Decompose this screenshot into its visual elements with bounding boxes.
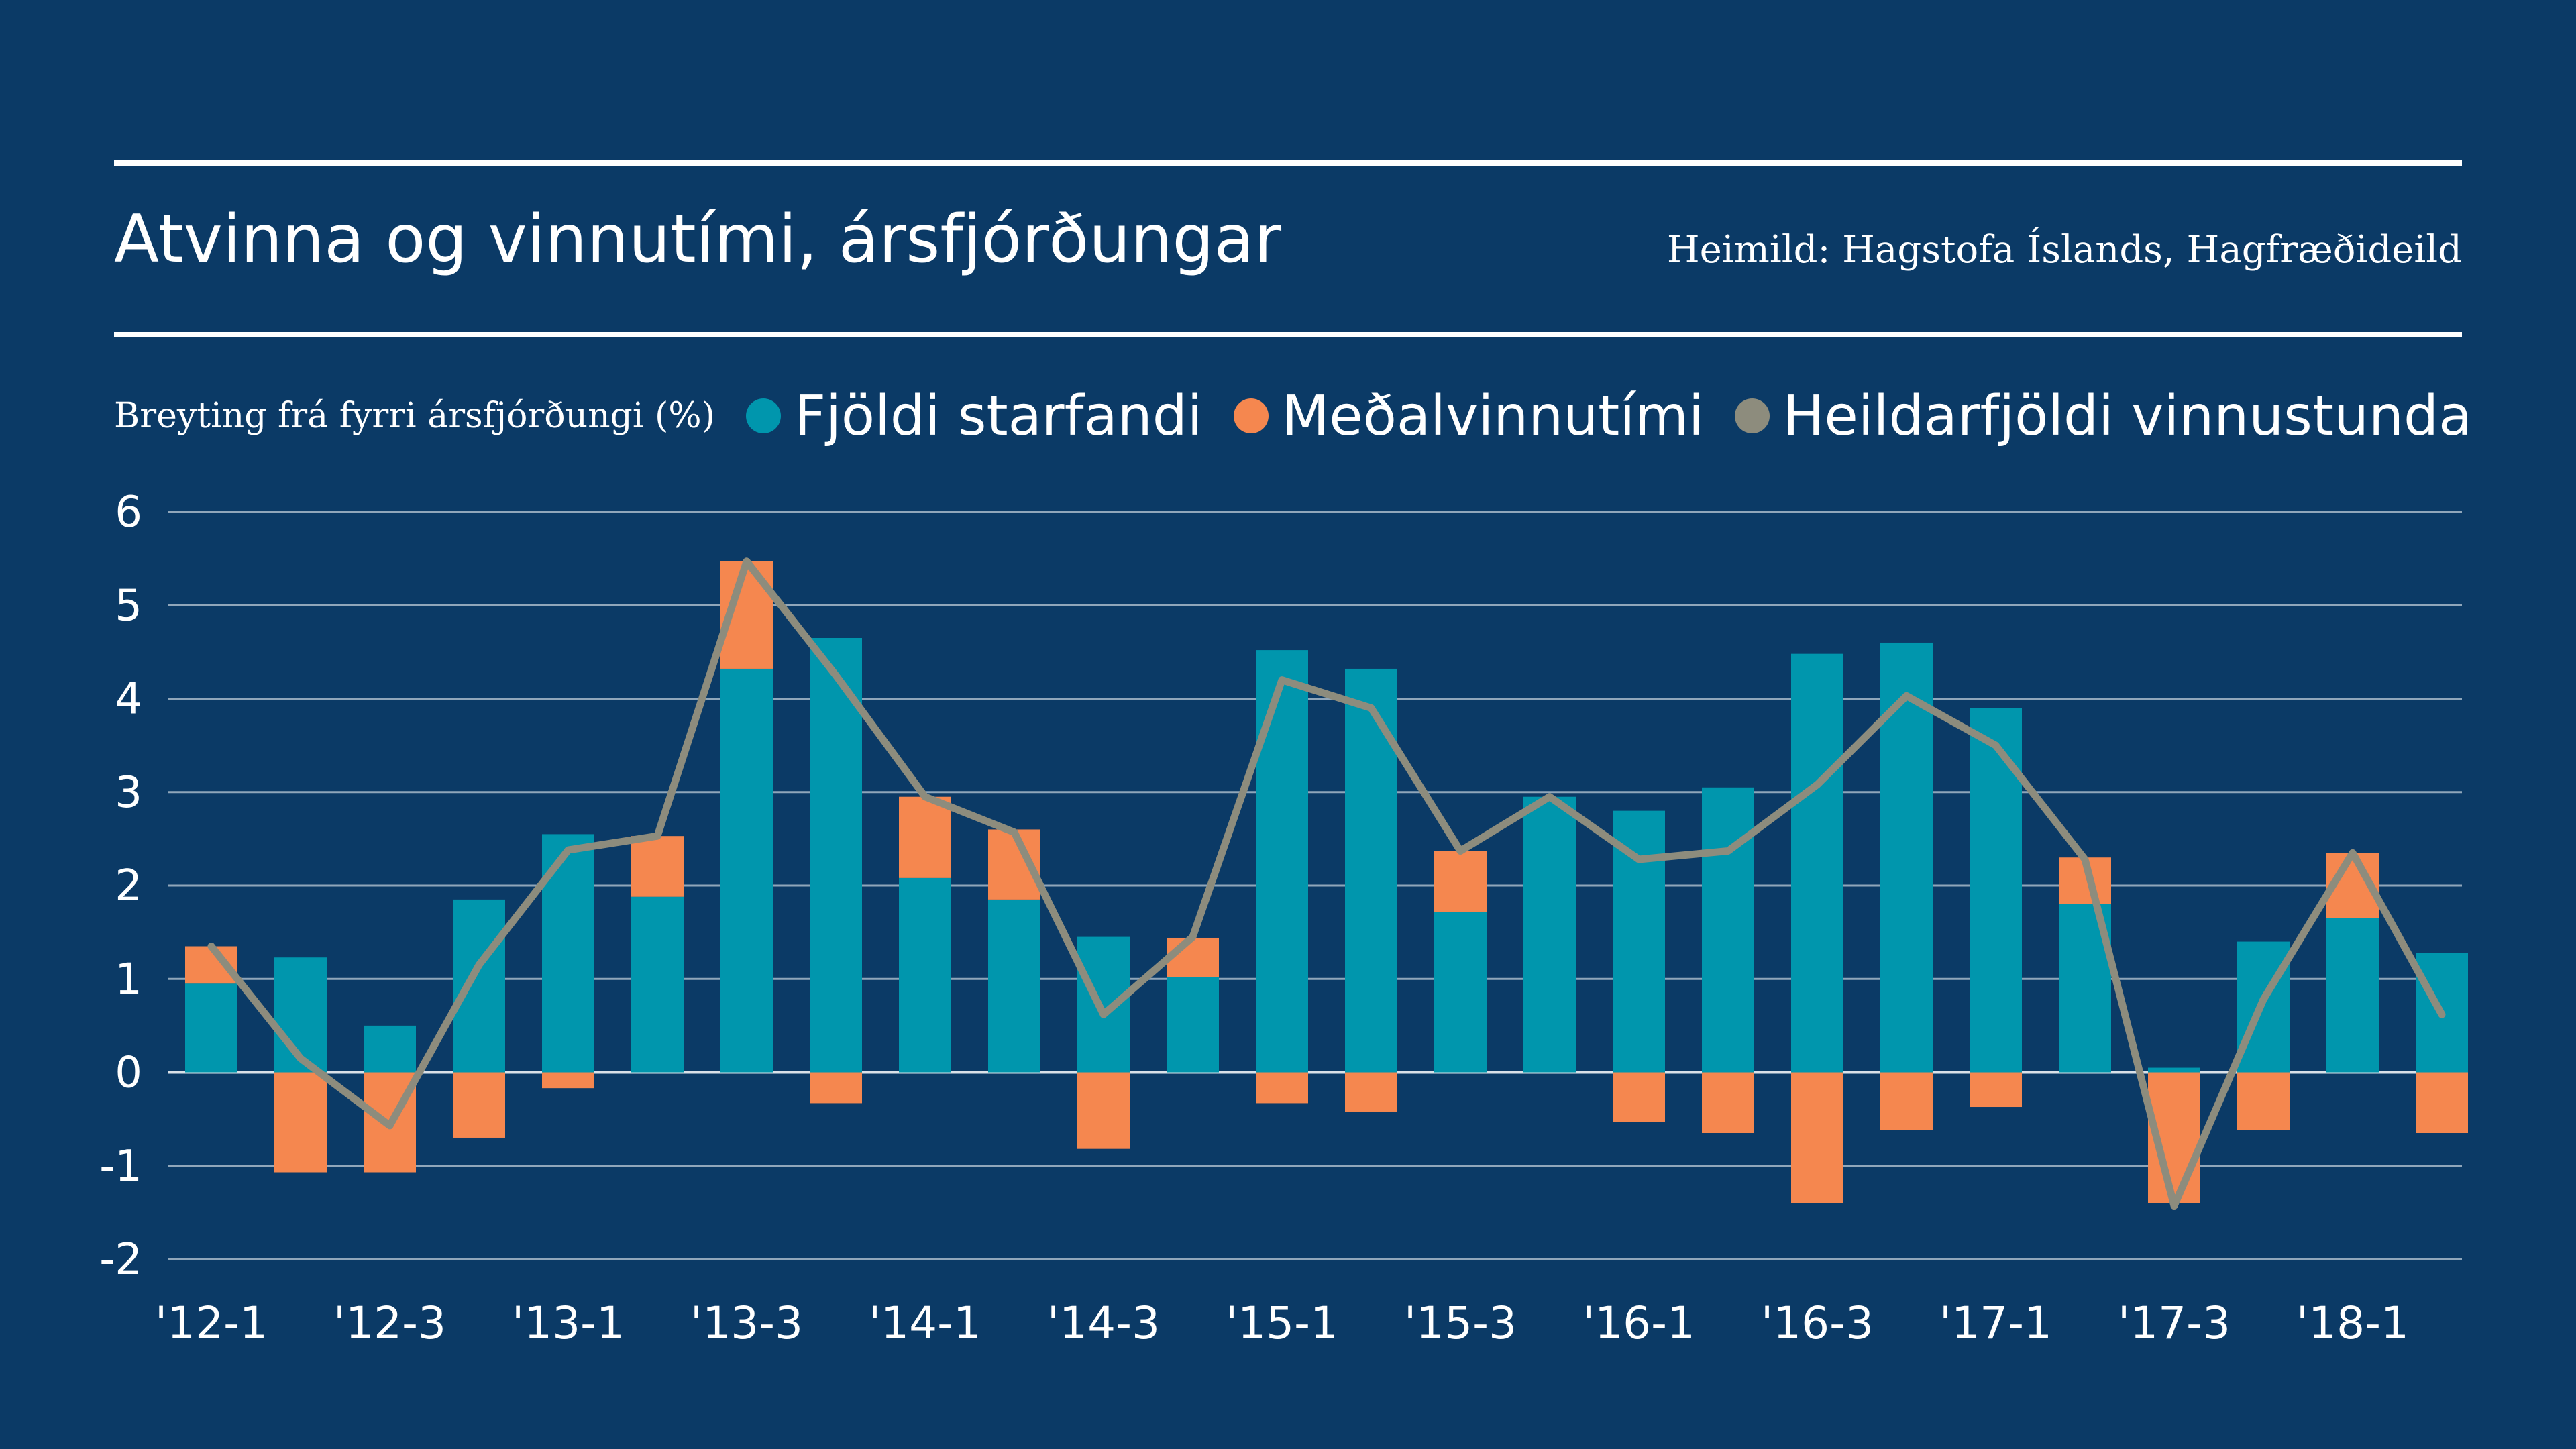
bar-employed [2326,918,2379,1073]
top-rule [114,160,2462,166]
legend-dot-employed [745,398,781,433]
x-tick-label: '18-1 [2296,1297,2409,1349]
bar-avg-hours [1167,937,1219,977]
y-tick-label: -1 [99,1142,142,1191]
x-tick-label: '14-1 [869,1297,981,1349]
bar-avg-hours [274,1072,327,1173]
bar-avg-hours [631,836,684,897]
x-tick-label: '13-1 [512,1297,625,1349]
bar-avg-hours [1880,1072,1933,1130]
bar-employed [1256,650,1308,1073]
bar-employed [810,637,862,1073]
bar-avg-hours [1077,1072,1130,1149]
y-tick-label: 2 [115,861,142,911]
x-tick-label: '16-1 [1582,1297,1695,1349]
y-tick-label: 1 [115,955,142,1004]
x-tick-label: '14-3 [1047,1297,1160,1349]
y-axis-label: Breyting frá fyrri ársfjórðungi (%) [114,396,715,436]
y-tick-label: 0 [115,1049,142,1098]
bottom-rule [114,332,2462,337]
bar-avg-hours [1256,1072,1308,1104]
bar-avg-hours [810,1072,862,1104]
bar-avg-hours [1613,1072,1665,1122]
bar-avg-hours [453,1072,505,1138]
bar-employed [899,877,951,1073]
bar-employed [1434,911,1487,1073]
bar-avg-hours [1791,1072,1843,1203]
bar-avg-hours [1702,1072,1754,1134]
x-tick-label: '12-3 [333,1297,446,1349]
legend-item-employed: Fjöldi starfandi [745,384,1203,448]
x-tick-label: '16-3 [1761,1297,1874,1349]
line-total-hours [207,557,2446,1210]
bar-employed [1167,977,1219,1073]
bar-avg-hours [2416,1072,2468,1134]
bar-employed [1970,708,2022,1073]
bar-employed [1077,936,1130,1073]
bar-avg-hours [1345,1072,1397,1112]
x-tick-label: '17-1 [1939,1297,2052,1349]
y-tick-label: -2 [99,1235,142,1285]
bar-employed [1702,787,1754,1073]
legend-row: Breyting frá fyrri ársfjórðungi (%) Fjöl… [114,382,2472,449]
chart-title: Atvinna og vinnutími, ársfjórðungar [114,201,1282,278]
legend-label-avg-hours: Meðalvinnutími [1281,384,1704,448]
x-tick-label: '15-3 [1404,1297,1517,1349]
bar-employed [988,899,1040,1073]
legend-label-employed: Fjöldi starfandi [794,384,1203,448]
legend-item-avg-hours: Meðalvinnutími [1233,384,1704,448]
x-tick-label: '17-3 [2118,1297,2231,1349]
bar-avg-hours [2237,1072,2290,1130]
bar-avg-hours [542,1072,594,1089]
bar-employed [364,1025,416,1073]
bar-employed [720,668,773,1073]
legend-dot-total-hours [1734,398,1770,433]
legend-label-total-hours: Heildarfjöldi vinnustunda [1782,384,2473,448]
bar-avg-hours [899,796,951,878]
bar-employed [631,896,684,1073]
bar-employed [1523,796,1576,1073]
x-tick-label: '13-3 [690,1297,803,1349]
source-note: Heimild: Hagstofa Íslands, Hagfræðideild [1666,228,2462,272]
bar-avg-hours [1434,851,1487,912]
y-tick-label: 5 [115,581,142,631]
bar-employed [2148,1067,2200,1073]
y-tick-label: 4 [115,675,142,724]
x-tick-label: '15-1 [1226,1297,1338,1349]
bar-avg-hours [1970,1072,2022,1108]
y-tick-label: 3 [115,768,142,818]
x-tick-label: '12-1 [155,1297,268,1349]
legend-item-total-hours: Heildarfjöldi vinnustunda [1734,384,2473,448]
bar-employed [1345,668,1397,1073]
bar-employed [453,899,505,1073]
bar-employed [1791,653,1843,1073]
y-tick-label: 6 [115,488,142,537]
legend-dot-avg-hours [1233,398,1269,433]
bar-employed [185,983,237,1073]
legend: Fjöldi starfandi Meðalvinnutími Heildarf… [715,384,2472,448]
